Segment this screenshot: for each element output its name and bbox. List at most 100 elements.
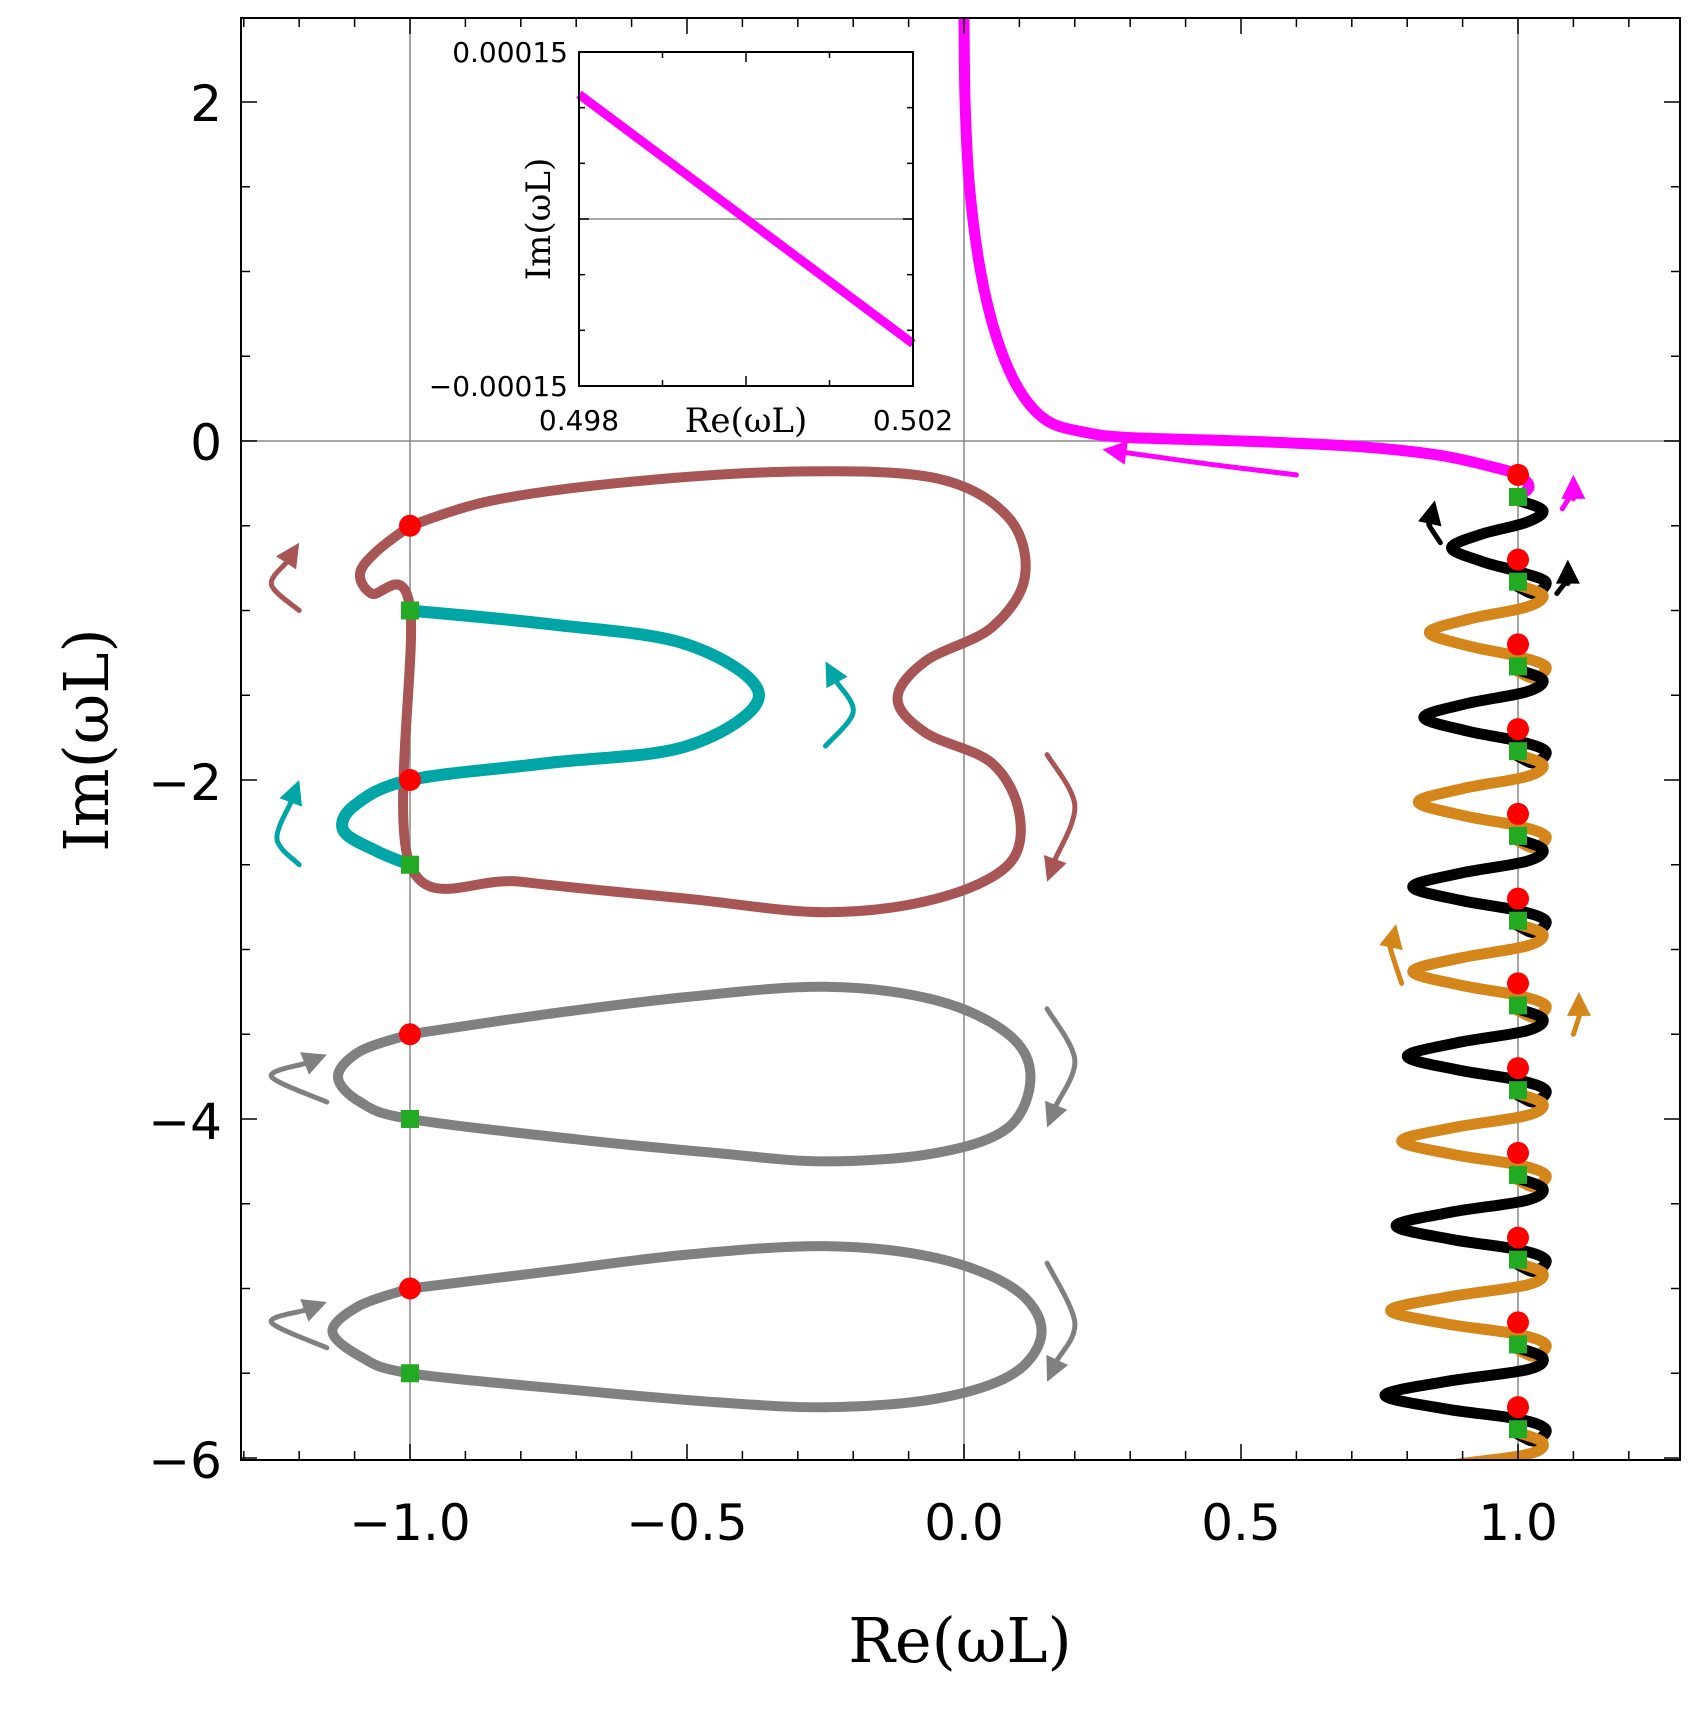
green-square-marker <box>401 601 419 620</box>
red-circle-marker <box>1507 887 1529 910</box>
direction-arrow-head <box>1555 559 1580 584</box>
red-circle-marker <box>1507 718 1529 741</box>
red-circle-marker <box>399 1277 421 1300</box>
green-square-marker <box>1509 1335 1527 1354</box>
direction-arrow-head <box>1379 924 1403 951</box>
inset-y-axis-title: Im(ωL) <box>519 158 559 281</box>
axis-ticks <box>241 18 1680 1460</box>
series-line-zigzag <box>1412 749 1552 854</box>
direction-arrow-head <box>279 780 303 807</box>
y-tick-label: −2 <box>148 754 222 812</box>
green-square-marker <box>1509 487 1527 506</box>
series-line-zigzag <box>1418 664 1552 769</box>
direction-arrow <box>1123 450 1299 478</box>
red-circle-marker <box>1507 1057 1529 1080</box>
direction-arrow <box>1570 1013 1582 1037</box>
red-circle-marker <box>1507 802 1529 825</box>
red-circle-marker <box>399 1023 421 1046</box>
direction-arrow-head <box>1418 500 1442 527</box>
series-line-magenta <box>958 18 1535 503</box>
green-square-marker <box>401 1364 419 1383</box>
red-circle-marker <box>1507 548 1529 571</box>
series-line-zigzag <box>1446 494 1552 600</box>
y-tick-label: −4 <box>148 1093 222 1151</box>
red-circle-marker <box>1507 1311 1529 1334</box>
y-tick-label: 2 <box>190 75 222 133</box>
green-square-marker <box>1509 1420 1527 1439</box>
x-tick-label: −1.0 <box>349 1494 470 1552</box>
red-circle-marker <box>1507 972 1529 995</box>
green-square-marker <box>1509 826 1527 845</box>
series-line-zigzag <box>1401 1003 1552 1108</box>
direction-arrow-head <box>1566 991 1591 1016</box>
direction-arrow <box>268 1307 330 1351</box>
green-square-marker <box>1509 996 1527 1015</box>
green-square-marker <box>1509 911 1527 930</box>
inset-x-axis-title: Re(ωL) <box>685 401 808 441</box>
red-circle-marker <box>1507 633 1529 656</box>
green-square-marker <box>1509 742 1527 761</box>
y-tick-label: −6 <box>148 1432 222 1490</box>
inset-y-tick-label: −0.00015 <box>429 370 568 403</box>
series-line-zigzag <box>1390 1172 1552 1278</box>
direction-arrow <box>1044 1006 1078 1108</box>
inset-x-tick-label: 0.502 <box>873 404 953 437</box>
y-tick-label: 0 <box>190 414 222 472</box>
series-line-zigzag <box>1379 1342 1552 1447</box>
red-circle-marker <box>399 514 421 537</box>
x-axis-title: Re(ωL) <box>848 1604 1071 1677</box>
series-line-zigzag <box>1407 918 1552 1023</box>
direction-arrow-head <box>1044 855 1067 882</box>
series-line-teal <box>336 604 765 871</box>
direction-arrow <box>1044 752 1078 862</box>
direction-arrow-head <box>300 1299 327 1322</box>
direction-arrow <box>1387 943 1405 986</box>
x-tick-label: −0.5 <box>626 1494 747 1552</box>
green-square-marker <box>1509 1165 1527 1184</box>
direction-arrow <box>1044 1260 1078 1363</box>
direction-arrow <box>268 560 302 613</box>
series-line-zigzag <box>1423 579 1552 684</box>
plot-frame <box>240 17 1681 1461</box>
direction-arrow <box>274 800 302 868</box>
arrow-layer <box>268 440 1591 1382</box>
direction-arrow-head <box>825 661 848 689</box>
red-circle-marker <box>1507 1226 1529 1249</box>
red-circle-marker <box>1507 1396 1529 1419</box>
red-circle-marker <box>399 769 421 791</box>
direction-arrow-head <box>300 1052 327 1075</box>
series-line-zigzag <box>1447 1427 1549 1460</box>
x-tick-label: 1.0 <box>1478 1494 1558 1552</box>
series-line-zigzag <box>1396 1088 1552 1193</box>
direction-arrow <box>268 1061 330 1105</box>
x-tick-labels: −1.0 −0.5 0.0 0.5 1.0 <box>349 1494 1557 1552</box>
direction-arrow-head <box>1046 1354 1069 1382</box>
red-circle-marker <box>1507 463 1529 486</box>
y-tick-labels: 2 0 −2 −4 −6 <box>148 75 222 1490</box>
inset-x-tick-label: 0.498 <box>539 404 619 437</box>
x-tick-label: 0.5 <box>1201 1494 1281 1552</box>
series-line-zigzag <box>1385 1257 1552 1362</box>
green-square-marker <box>401 855 419 874</box>
y-axis-title: Im(ωL) <box>50 628 123 851</box>
series-layer <box>327 18 1552 1460</box>
inset-y-tick-label: 0.00015 <box>452 36 568 69</box>
series-line-brown <box>354 466 1031 918</box>
direction-arrow-head <box>1561 474 1586 499</box>
series-line-zigzag <box>1407 833 1552 939</box>
green-square-marker <box>1509 572 1527 591</box>
series-line-gray-1 <box>333 981 1036 1167</box>
inset-series-line <box>576 90 916 348</box>
green-square-marker <box>1509 1081 1527 1100</box>
direction-arrow-head <box>1102 440 1128 465</box>
green-square-marker <box>401 1110 419 1128</box>
direction-arrow-head <box>1045 1100 1068 1128</box>
direction-arrow-head <box>276 542 300 570</box>
green-square-marker <box>1509 1250 1527 1269</box>
series-line-gray-2 <box>327 1241 1047 1413</box>
x-tick-label: 0.0 <box>924 1494 1004 1552</box>
marker-layer <box>399 463 1529 1439</box>
direction-arrow <box>823 679 856 749</box>
red-circle-marker <box>1507 1141 1529 1164</box>
